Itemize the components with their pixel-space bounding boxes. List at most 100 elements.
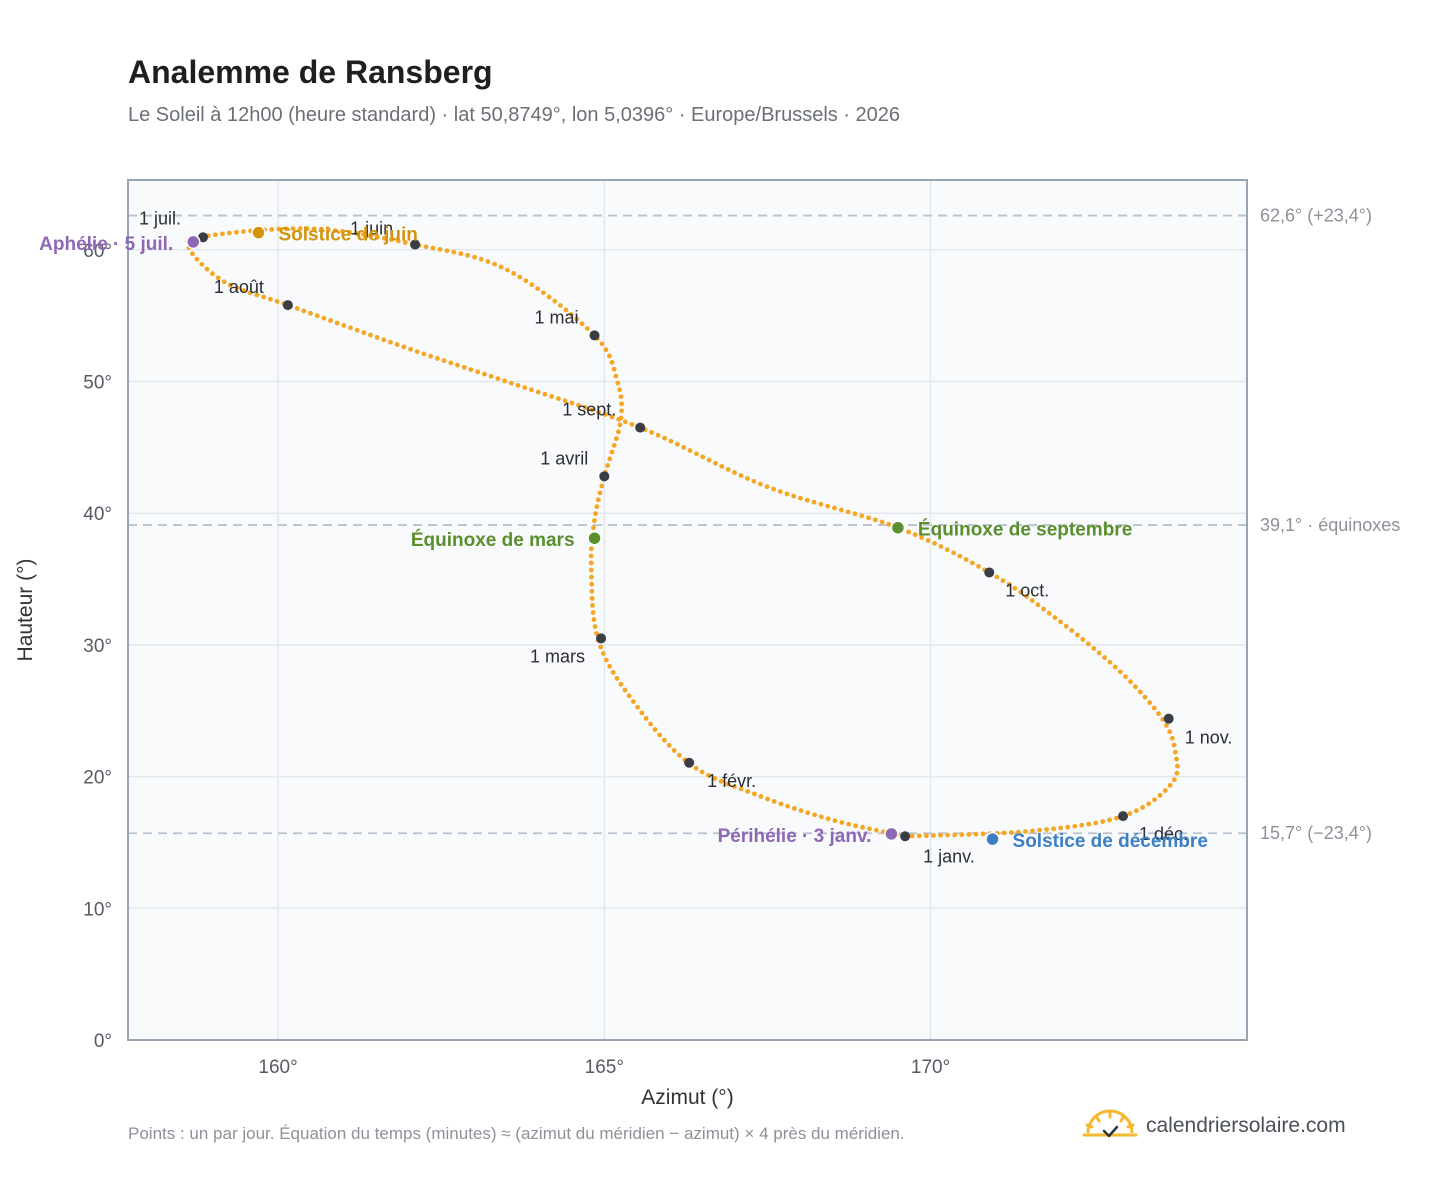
daily-sun-dot — [619, 401, 625, 407]
daily-sun-dot — [966, 832, 972, 837]
daily-sun-dot — [1169, 735, 1175, 741]
daily-sun-dot — [588, 560, 594, 566]
daily-sun-dot — [1063, 623, 1069, 629]
event-label: Équinoxe de septembre — [918, 519, 1132, 541]
daily-sun-dot — [430, 245, 436, 251]
daily-sun-dot — [764, 484, 770, 490]
daily-sun-dot — [505, 267, 510, 273]
daily-sun-dot — [1001, 830, 1007, 836]
daily-sun-dot — [980, 831, 986, 837]
brand-name[interactable]: calendriersolaire.com — [1146, 1114, 1346, 1137]
daily-sun-dot — [1029, 598, 1035, 603]
daily-sun-dot — [568, 312, 574, 317]
daily-sun-dot — [846, 821, 852, 827]
month-marker-label: 1 mars — [530, 646, 585, 666]
daily-sun-dot — [1137, 689, 1143, 695]
daily-sun-dot — [388, 339, 393, 345]
month-marker — [589, 330, 600, 341]
daily-sun-dot — [1079, 822, 1085, 828]
daily-sun-dot — [1069, 628, 1075, 633]
daily-sun-dot — [354, 230, 359, 236]
daily-sun-dot — [1107, 817, 1112, 823]
daily-sun-dot — [394, 342, 400, 347]
daily-sun-dot — [771, 486, 777, 492]
daily-sun-dot — [472, 254, 477, 260]
month-marker-label: 1 janv. — [923, 846, 975, 866]
daily-sun-dot — [607, 663, 613, 669]
daily-sun-dot — [798, 495, 803, 501]
daily-sun-dot — [549, 394, 555, 399]
daily-sun-dot — [498, 264, 504, 270]
daily-sun-dot — [963, 557, 969, 562]
daily-sun-dot — [777, 489, 783, 494]
daily-sun-dot — [421, 351, 427, 357]
daily-sun-dot — [517, 274, 523, 280]
daily-sun-dot — [234, 229, 239, 235]
daily-sun-dot — [579, 321, 585, 327]
daily-sun-dot — [738, 786, 744, 792]
daily-sun-dot — [1035, 602, 1041, 608]
daily-sun-dot — [951, 550, 956, 556]
daily-sun-dot — [1107, 659, 1113, 665]
daily-sun-dot — [674, 441, 680, 447]
daily-sun-dot — [599, 483, 605, 489]
daily-sun-dot — [1096, 650, 1102, 656]
month-marker-label: 1 mai — [535, 307, 579, 327]
daily-sun-dot — [613, 373, 619, 379]
daily-sun-dot — [589, 581, 595, 587]
daily-sun-dot — [600, 651, 606, 656]
daily-sun-dot — [1018, 589, 1024, 595]
daily-sun-dot — [227, 282, 233, 288]
chart-title: Analemme de Ransberg — [128, 54, 493, 90]
daily-sun-dot — [1162, 788, 1168, 793]
daily-sun-dot — [738, 473, 744, 478]
daily-sun-dot — [1015, 829, 1021, 835]
daily-sun-dot — [719, 463, 725, 469]
daily-sun-dot — [1175, 763, 1180, 769]
daily-sun-dot — [1114, 815, 1119, 821]
daily-sun-dot — [1030, 828, 1035, 834]
daily-sun-dot — [994, 574, 1000, 580]
daily-sun-dot — [401, 344, 407, 350]
daily-sun-dot — [290, 226, 296, 231]
daily-sun-dot — [931, 833, 936, 838]
daily-sun-dot — [603, 657, 609, 663]
daily-sun-dot — [557, 303, 563, 308]
daily-sun-dot — [219, 231, 225, 237]
event-marker — [985, 831, 1000, 847]
daily-sun-dot — [297, 226, 303, 231]
daily-sun-dot — [535, 286, 541, 292]
daily-sun-dot — [874, 827, 879, 833]
daily-sun-dot — [832, 505, 837, 511]
daily-sun-dot — [661, 737, 667, 743]
daily-sun-dot — [1152, 797, 1157, 803]
event-label: Solstice de juin — [278, 225, 417, 246]
daily-sun-dot — [584, 326, 590, 331]
daily-sun-dot — [765, 796, 770, 802]
daily-sun-dot — [461, 364, 467, 370]
daily-sun-dot — [414, 349, 420, 354]
event-label: Aphélie · 5 juil. — [39, 234, 173, 255]
daily-sun-dot — [758, 793, 764, 799]
reference-line-label: 62,6° (+23,4°) — [1260, 206, 1372, 226]
daily-sun-dot — [1147, 700, 1153, 705]
brand[interactable]: calendriersolaire.com — [1082, 1106, 1346, 1146]
month-marker-label: 1 juin — [350, 219, 393, 239]
daily-sun-dot — [1086, 821, 1092, 827]
daily-sun-dot — [381, 337, 387, 343]
daily-sun-dot — [945, 832, 950, 838]
daily-sun-dot — [594, 504, 600, 510]
daily-sun-dot — [488, 373, 494, 379]
daily-sun-dot — [825, 816, 831, 822]
daily-sun-dot — [751, 791, 757, 797]
daily-sun-dot — [725, 467, 731, 472]
daily-sun-dot — [1171, 777, 1177, 783]
daily-sun-dot — [590, 603, 595, 608]
month-marker-label: 1 oct. — [1005, 580, 1049, 600]
daily-sun-dot — [511, 271, 517, 276]
daily-sun-dot — [361, 232, 366, 237]
daily-sun-dot — [1024, 594, 1029, 599]
daily-sun-dot — [1046, 610, 1052, 616]
daily-sun-dot — [1133, 808, 1139, 814]
